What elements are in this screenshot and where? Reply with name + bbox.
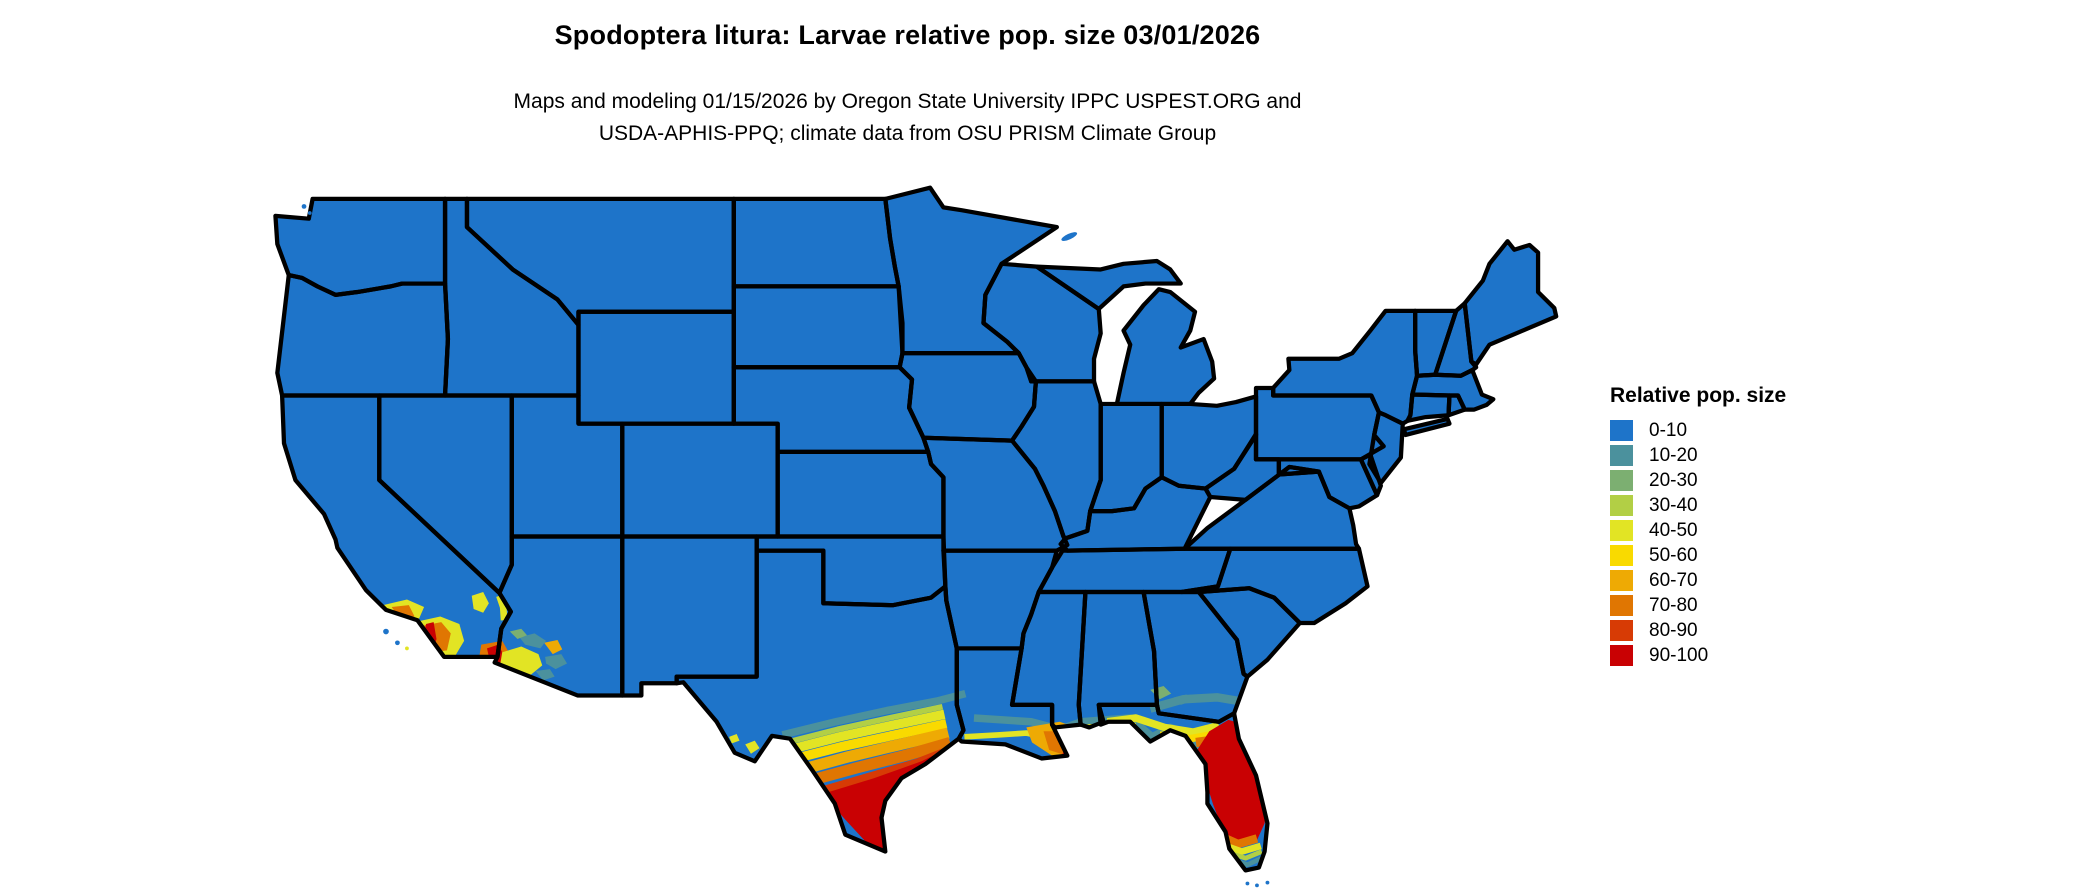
legend-label: 40-50 — [1649, 520, 1698, 541]
legend-swatch — [1610, 645, 1633, 666]
legend-item-10-20: 10-20 — [1610, 445, 1786, 466]
legend-label: 30-40 — [1649, 495, 1698, 516]
legend-item-90-100: 90-100 — [1610, 645, 1786, 666]
legend-title: Relative pop. size — [1610, 384, 1787, 407]
legend-swatch — [1610, 445, 1633, 466]
legend-item-0-10: 0-10 — [1610, 420, 1786, 441]
legend-label: 70-80 — [1649, 595, 1698, 616]
legend-label: 90-100 — [1649, 645, 1709, 666]
legend-item-30-40: 30-40 — [1610, 495, 1786, 516]
legend-item-80-90: 80-90 — [1610, 620, 1786, 641]
figure-title: Spodoptera litura: Larvae relative pop. … — [554, 20, 1261, 50]
us-map — [264, 182, 1560, 888]
legend-swatch — [1610, 620, 1633, 641]
legend-swatch — [1610, 545, 1633, 566]
legend-swatch — [1610, 570, 1633, 591]
legend-label: 80-90 — [1649, 620, 1698, 641]
figure-subtitle: Maps and modeling 01/15/2026 by Oregon S… — [0, 86, 1815, 150]
legend-swatch — [1610, 420, 1633, 441]
legend-swatch — [1610, 470, 1633, 491]
legend-item-60-70: 60-70 — [1610, 570, 1786, 591]
map-legend: Relative pop. size 0-10 10-20 20-30 30-4… — [1610, 384, 1786, 670]
legend-label: 50-60 — [1649, 545, 1698, 566]
figure-header: Spodoptera litura: Larvae relative pop. … — [0, 20, 1815, 51]
legend-item-50-60: 50-60 — [1610, 545, 1786, 566]
legend-item-20-30: 20-30 — [1610, 470, 1786, 491]
legend-swatch — [1610, 520, 1633, 541]
legend-swatch — [1610, 595, 1633, 616]
offshore-islands-layer — [301, 204, 1270, 888]
legend-label: 10-20 — [1649, 445, 1698, 466]
figure-subtitle-line1: Maps and modeling 01/15/2026 by Oregon S… — [513, 90, 1302, 113]
legend-item-70-80: 70-80 — [1610, 595, 1786, 616]
legend-label: 0-10 — [1649, 420, 1688, 441]
legend-swatch — [1610, 495, 1633, 516]
legend-label: 60-70 — [1649, 570, 1698, 591]
legend-item-40-50: 40-50 — [1610, 520, 1786, 541]
figure-subtitle-line2: USDA-APHIS-PPQ; climate data from OSU PR… — [598, 122, 1217, 145]
legend-label: 20-30 — [1649, 470, 1698, 491]
